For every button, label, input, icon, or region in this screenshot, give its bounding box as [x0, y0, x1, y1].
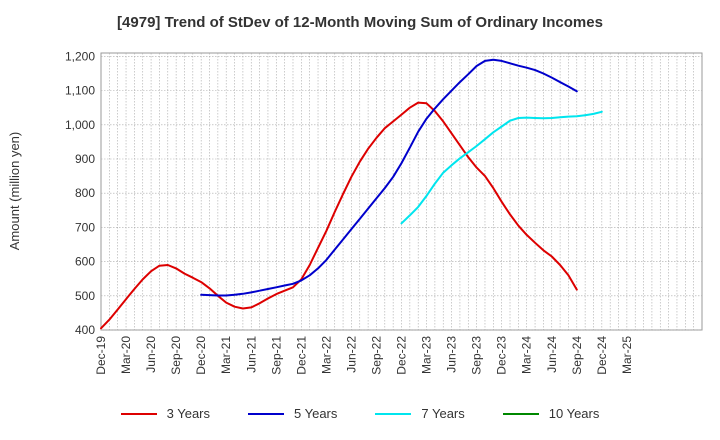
x-tick-label: Dec-19: [94, 336, 108, 375]
x-tick-label: Dec-21: [294, 336, 308, 375]
y-tick-label: 800: [75, 186, 95, 200]
x-axis-ticks: Dec-19 Mar-20 Jun-20 Sep-20 Dec-20 Mar-21 Jun-…: [94, 336, 634, 375]
x-tick-label: Jun-22: [344, 336, 358, 373]
legend-label: 10 Years: [548, 406, 600, 421]
x-tick-label: Jun-23: [445, 336, 459, 373]
legend-swatch: [120, 412, 157, 415]
series-line-7-years: [400, 110, 603, 225]
x-tick-label: Mar-24: [520, 336, 534, 374]
x-tick-label: Jun-20: [144, 336, 158, 373]
x-tick-label: Mar-23: [420, 336, 434, 374]
y-tick-label: 1,200: [65, 49, 95, 63]
x-tick-label: Dec-22: [395, 336, 409, 375]
y-tick-label: 900: [75, 152, 95, 166]
y-axis-label: Amount (million yen): [7, 132, 22, 251]
x-tick-label: Sep-24: [570, 336, 584, 375]
x-tick-label: Sep-20: [169, 336, 183, 375]
y-axis-ticks: 400 500 600 700 800 900 1,000 1,100 1,200: [65, 49, 95, 337]
legend: 3 Years 5 Years 7 Years 10 Years: [0, 406, 720, 421]
series-line-3-years: [100, 101, 578, 330]
x-tick-label: Sep-23: [470, 336, 484, 375]
y-tick-label: 700: [75, 220, 95, 234]
x-tick-label: Mar-21: [219, 336, 233, 374]
chart-title: [4979] Trend of StDev of 12-Month Moving…: [117, 14, 603, 31]
legend-item-10-years: 10 Years: [502, 406, 600, 421]
series-layer: [100, 58, 603, 330]
y-tick-label: 500: [75, 289, 95, 303]
legend-label: 3 Years: [166, 406, 210, 421]
x-tick-label: Jun-24: [545, 336, 559, 373]
series-line-5-years: [200, 58, 578, 297]
x-tick-label: Mar-20: [119, 336, 133, 374]
x-tick-label: Mar-25: [620, 336, 634, 374]
legend-swatch: [502, 412, 539, 415]
x-tick-label: Dec-24: [595, 336, 609, 375]
x-tick-label: Dec-23: [495, 336, 509, 375]
legend-swatch: [248, 412, 284, 415]
y-tick-label: 600: [75, 255, 95, 269]
legend-item-7-years: 7 Years: [375, 406, 465, 421]
legend-label: 7 Years: [421, 406, 465, 421]
x-tick-label: Jun-21: [244, 336, 258, 373]
y-tick-label: 1,100: [65, 84, 95, 98]
legend-swatch: [375, 412, 412, 415]
y-tick-label: 400: [75, 323, 95, 337]
legend-label: 5 Years: [294, 406, 338, 421]
grid-layer: [101, 53, 702, 331]
x-tick-label: Sep-21: [269, 336, 283, 375]
legend-item-3-years: 3 Years: [120, 406, 210, 421]
x-tick-label: Sep-22: [369, 336, 383, 375]
legend-item-5-years: 5 Years: [248, 406, 337, 421]
x-tick-label: Dec-20: [194, 336, 208, 375]
x-tick-label: Mar-22: [319, 336, 333, 374]
y-tick-label: 1,000: [65, 118, 95, 132]
